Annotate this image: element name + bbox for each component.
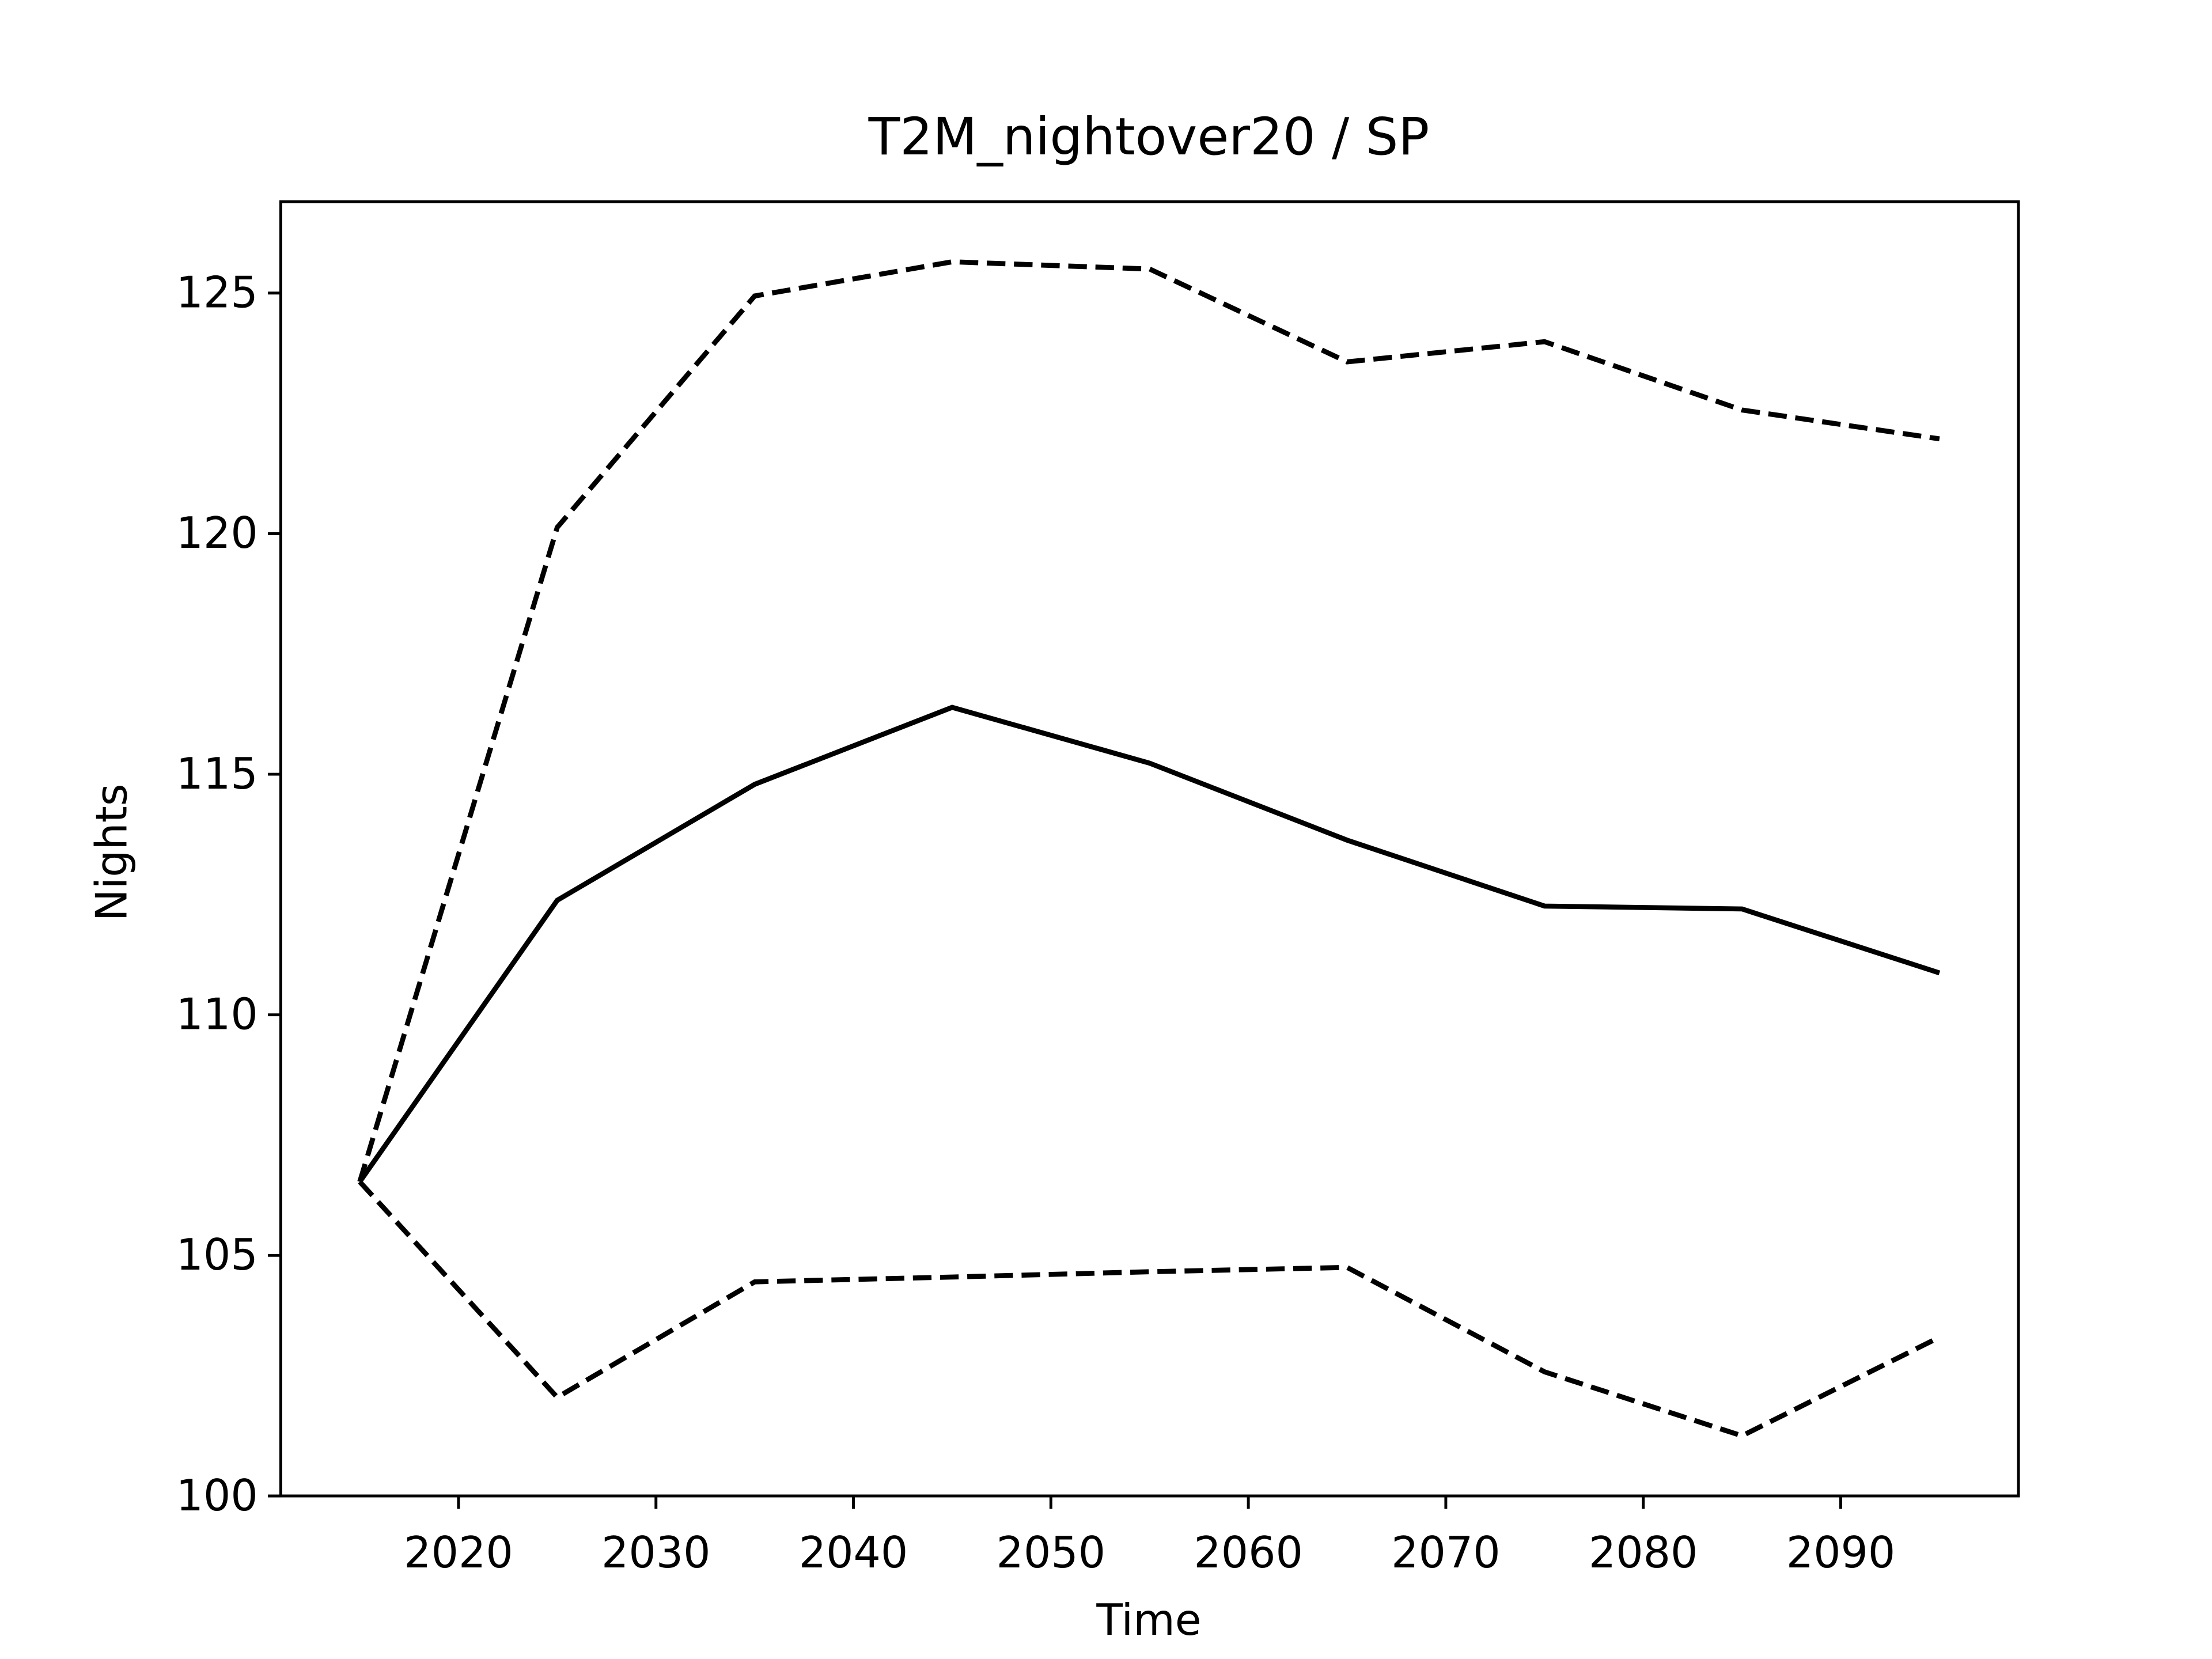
y-tick-label: 110 — [176, 990, 258, 1040]
y-tick-label: 115 — [176, 749, 258, 799]
y-tick-label: 120 — [176, 508, 258, 558]
y-axis-label: Nights — [86, 783, 137, 921]
x-tick-label: 2080 — [1589, 1528, 1698, 1578]
x-axis-label: Time — [1096, 1595, 1201, 1645]
plot-frame — [279, 200, 2020, 1498]
x-tick-label: 2070 — [1391, 1528, 1501, 1578]
line-series — [358, 1180, 1941, 1439]
x-tick-label: 2030 — [601, 1528, 711, 1578]
x-tick-label: 2020 — [404, 1528, 513, 1578]
line-series — [357, 259, 1940, 1183]
x-tick-label: 2090 — [1786, 1528, 1896, 1578]
x-tick-label: 2050 — [997, 1528, 1106, 1578]
chart-title: T2M_nightover20 / SP — [868, 107, 1430, 167]
y-tick-label: 105 — [176, 1230, 258, 1280]
y-tick-label: 125 — [176, 268, 258, 318]
y-tick-label: 100 — [176, 1471, 258, 1521]
line-series — [358, 704, 1941, 1184]
x-tick-label: 2060 — [1194, 1528, 1303, 1578]
x-tick-label: 2040 — [799, 1528, 908, 1578]
